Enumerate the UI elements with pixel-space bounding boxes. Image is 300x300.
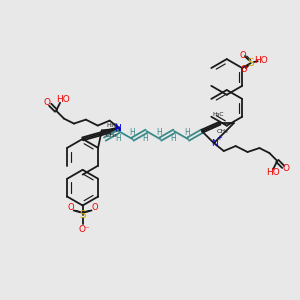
Text: O: O bbox=[241, 64, 247, 74]
Text: O: O bbox=[68, 203, 74, 212]
Text: HO: HO bbox=[56, 95, 70, 104]
Text: H: H bbox=[157, 128, 162, 137]
Text: O⁻: O⁻ bbox=[79, 225, 91, 234]
Text: H: H bbox=[170, 134, 176, 142]
Text: +: + bbox=[216, 135, 222, 141]
Text: CH₃: CH₃ bbox=[106, 133, 118, 138]
Text: HO: HO bbox=[266, 168, 280, 177]
Text: O: O bbox=[44, 98, 51, 107]
Text: H: H bbox=[142, 134, 148, 142]
Text: H₃C: H₃C bbox=[212, 112, 224, 117]
Text: O: O bbox=[239, 51, 246, 60]
Text: H: H bbox=[115, 134, 121, 142]
Text: S: S bbox=[79, 210, 86, 220]
Text: O: O bbox=[283, 164, 290, 173]
Text: O: O bbox=[91, 203, 98, 212]
Text: H: H bbox=[184, 128, 190, 137]
Text: S: S bbox=[248, 58, 254, 68]
Text: N: N bbox=[114, 124, 121, 133]
Text: HO: HO bbox=[254, 56, 268, 64]
Text: H: H bbox=[129, 128, 134, 137]
Text: CH₃: CH₃ bbox=[217, 129, 229, 134]
Text: H₃C: H₃C bbox=[106, 123, 118, 128]
Text: N: N bbox=[212, 139, 218, 148]
